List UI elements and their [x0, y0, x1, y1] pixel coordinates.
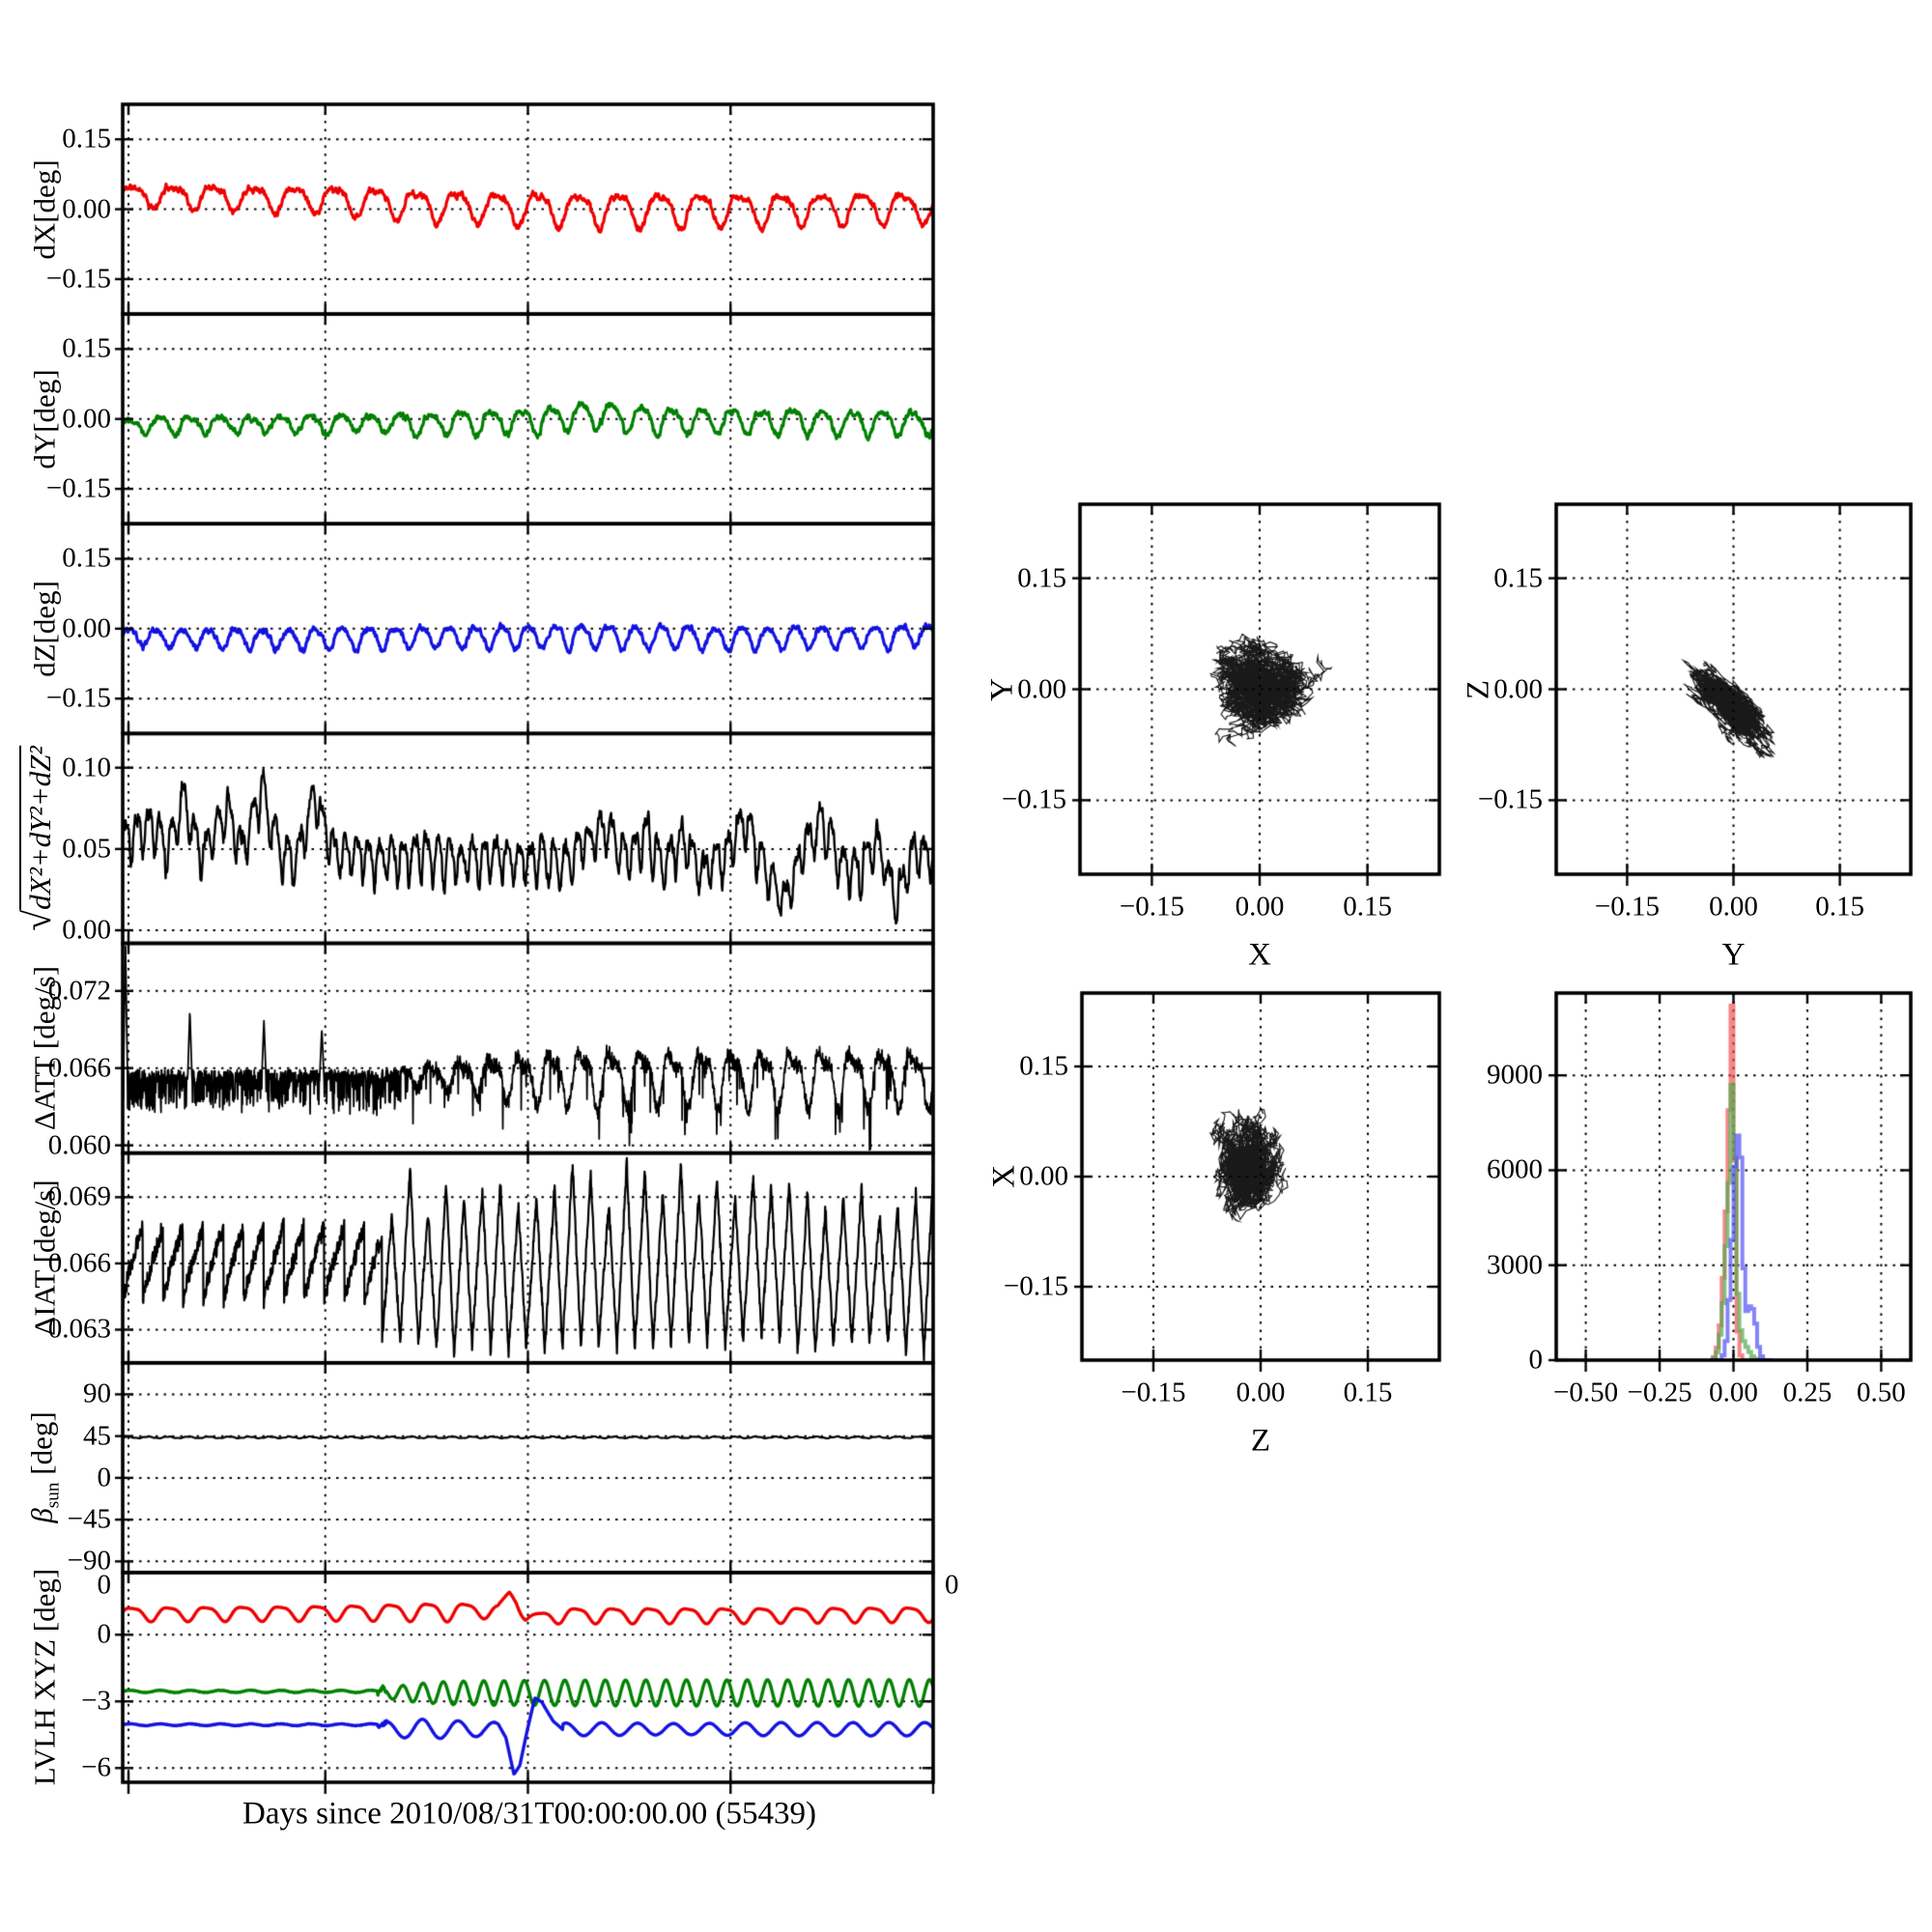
- ylabel-lvlh: LVLH XYZ [deg]: [27, 1569, 62, 1786]
- ytick-label-dX: 0.00: [62, 193, 111, 225]
- ytick-label-dIAT: 0.063: [47, 1313, 111, 1345]
- ytick-label-dX: 0.15: [62, 123, 111, 155]
- ytick-label-scatter_zx: 0.00: [1019, 1160, 1068, 1192]
- ytick-label-scatter_yz: −0.15: [1477, 783, 1543, 815]
- xtick-label-scatter_xy: 0.15: [1343, 891, 1392, 923]
- ylabel-scatter_zx: X: [986, 1165, 1022, 1188]
- xtick-label-scatter_xy: 0.00: [1235, 891, 1285, 923]
- ylabel-dX: dX[deg]: [27, 158, 62, 260]
- ytick-label-resid: 0.05: [62, 833, 111, 865]
- xtick-label-scatter_zx: 0.00: [1236, 1377, 1286, 1408]
- xtick-label-scatter_xy: −0.15: [1119, 891, 1184, 923]
- ylabel-dIAT: ΔIAT [deg/s]: [27, 1179, 62, 1336]
- xlabel-scatter_xy: X: [1248, 937, 1271, 973]
- ytick-label-dATT: 0.072: [47, 975, 111, 1007]
- ytick-label-scatter_yz: 0.15: [1493, 562, 1543, 594]
- ytick-label-dX: −0.15: [45, 263, 111, 295]
- ytick-label-dZ: −0.15: [45, 682, 111, 714]
- ytick-label-scatter_xy: 0.15: [1017, 562, 1066, 594]
- xlabel-scatter_yz: Y: [1721, 937, 1746, 973]
- xtick-label-scatter_zx: 0.15: [1343, 1377, 1393, 1408]
- ytick-label-dATT: 0.060: [47, 1129, 111, 1161]
- ytick-label-dIAT: 0.066: [47, 1247, 111, 1279]
- ylabel-dZ: dZ[deg]: [27, 580, 62, 677]
- ytick-label-dY: −0.15: [45, 472, 111, 504]
- ytick-label-beta_sun: 90: [83, 1378, 111, 1409]
- ylabel-dATT: ΔATT [deg/s]: [27, 966, 62, 1131]
- ytick-label-dATT: 0.066: [47, 1052, 111, 1084]
- ytick-label-scatter_xy: −0.15: [1001, 783, 1066, 815]
- ytick-label-scatter_yz: 0.00: [1493, 673, 1543, 704]
- ytick-label-scatter_xy: 0.00: [1017, 673, 1066, 704]
- stray-zero-right: 0: [945, 1569, 959, 1601]
- ytick-label-scatter_zx: −0.15: [1003, 1270, 1068, 1302]
- ytick-label-lvlh: 0: [97, 1618, 112, 1650]
- ytick-label-dY: 0.15: [62, 332, 111, 364]
- ytick-label-dIAT: 0.069: [47, 1180, 111, 1212]
- xtick-label-scatter_yz: 0.00: [1709, 891, 1758, 923]
- x-axis-label: Days since 2010/08/31T00:00:00.00 (55439…: [242, 1796, 816, 1832]
- ylabel-resid: √dX²+dY²+dZ²: [15, 746, 59, 931]
- xtick-label-hist: −0.25: [1627, 1377, 1692, 1408]
- ytick-label-lvlh: −3: [81, 1685, 111, 1717]
- ylabel-scatter_xy: Y: [984, 677, 1020, 701]
- xtick-label-scatter_yz: 0.15: [1815, 891, 1864, 923]
- ytick-label-dZ: 0.15: [62, 542, 111, 574]
- xtick-label-scatter_zx: −0.15: [1121, 1377, 1186, 1408]
- xlabel-scatter_zx: Z: [1250, 1423, 1271, 1459]
- ytick-label-scatter_zx: 0.15: [1019, 1050, 1068, 1082]
- xtick-label-hist: 0.00: [1709, 1377, 1758, 1408]
- ytick-label-lvlh: −6: [81, 1751, 111, 1783]
- xtick-label-hist: 0.25: [1782, 1377, 1833, 1408]
- ylabel-dY: dY[deg]: [27, 369, 62, 469]
- ytick-label-dZ: 0.00: [62, 612, 111, 644]
- ytick-label-resid: 0.00: [62, 914, 111, 946]
- ytick-label-hist: 0: [1528, 1344, 1544, 1376]
- xtick-label-hist: −0.50: [1553, 1377, 1619, 1408]
- ytick-label-resid: 0.10: [62, 752, 111, 783]
- ytick-label-hist: 9000: [1487, 1059, 1543, 1091]
- ytick-label-beta_sun: 45: [83, 1420, 111, 1452]
- ylabel-beta_sun: βsun [deg]: [24, 1411, 64, 1523]
- xtick-label-hist: 0.50: [1857, 1377, 1906, 1408]
- xtick-label-scatter_yz: −0.15: [1594, 891, 1660, 923]
- ylabel-scatter_yz: Z: [1461, 679, 1496, 699]
- ytick-label-beta_sun: 0: [97, 1462, 112, 1493]
- ytick-label-beta_sun: −45: [67, 1503, 111, 1535]
- ytick-label-hist: 3000: [1487, 1249, 1543, 1281]
- ytick-label-beta_sun: −90: [67, 1545, 111, 1577]
- stray-zero-left: 0: [97, 1569, 112, 1601]
- ytick-label-dY: 0.00: [62, 403, 111, 435]
- ytick-label-hist: 6000: [1487, 1153, 1543, 1185]
